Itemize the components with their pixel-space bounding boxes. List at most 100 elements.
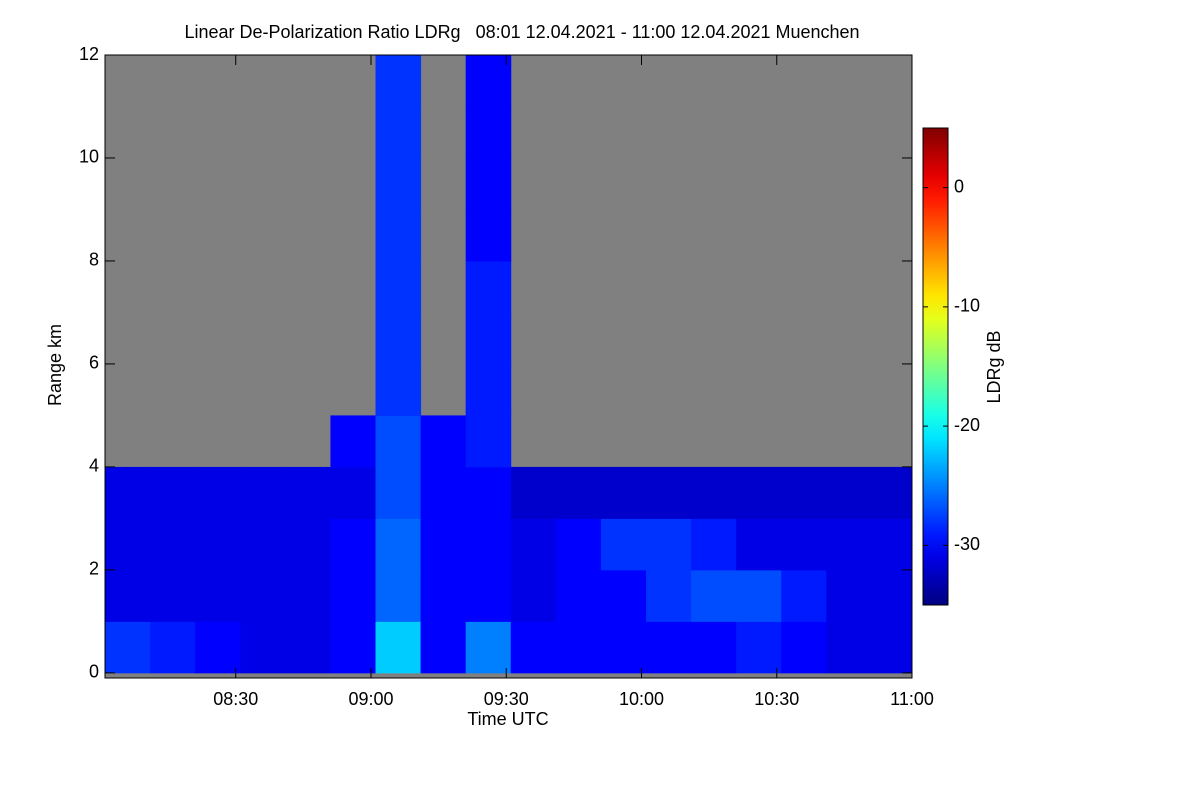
heatmap-cell xyxy=(555,569,602,622)
x-tick-label: 10:00 xyxy=(619,689,664,709)
colorbar-tick-label: -20 xyxy=(954,415,980,435)
heatmap-cell xyxy=(465,157,512,210)
heatmap-cell xyxy=(330,518,377,571)
heatmap-cell xyxy=(826,518,872,571)
heatmap-cell xyxy=(285,569,331,622)
heatmap-cell xyxy=(105,621,151,674)
heatmap-cell xyxy=(465,55,512,107)
axes: 08:30 09:00 09:30 10:00 10:30 11:00 0 2 4 6 8 10 12 0… xyxy=(79,44,980,709)
heatmap-cell xyxy=(420,518,467,571)
heatmap-cell xyxy=(465,466,512,519)
heatmap-cell xyxy=(420,466,467,519)
x-tick-label: 08:30 xyxy=(213,689,258,709)
heatmap-cell xyxy=(826,621,872,674)
heatmap-cell xyxy=(646,518,692,571)
y-tick-label: 12 xyxy=(79,44,99,64)
colorbar-label: LDRg dB xyxy=(984,330,1004,403)
heatmap-cell xyxy=(285,518,331,571)
heatmap-cell xyxy=(330,569,377,622)
colorbar-tick-label: -30 xyxy=(954,534,980,554)
y-tick-label: 2 xyxy=(89,559,99,579)
heatmap-cell xyxy=(781,621,827,674)
plot-area xyxy=(105,55,912,678)
heatmap-cell xyxy=(420,415,467,468)
heatmap-cell xyxy=(240,621,286,674)
heatmap-cell xyxy=(375,106,422,159)
heatmap-cell xyxy=(375,157,422,210)
heatmap-cell xyxy=(691,621,737,674)
heatmap-cell xyxy=(600,621,647,674)
heatmap-cell xyxy=(555,518,602,571)
colorbar-tick-label: 0 xyxy=(954,176,964,196)
heatmap-cell xyxy=(465,621,512,674)
y-tick-label: 10 xyxy=(79,147,99,167)
heatmap-cell xyxy=(736,569,782,622)
heatmap-cell xyxy=(105,518,151,571)
heatmap-cell xyxy=(285,621,331,674)
heatmap-cell xyxy=(240,518,286,571)
heatmap-cell xyxy=(691,518,737,571)
heatmap-cell xyxy=(150,569,196,622)
heatmap-cell xyxy=(465,415,512,468)
heatmap-cell xyxy=(330,621,377,674)
heatmap-cell xyxy=(600,466,647,519)
heatmap-cell xyxy=(646,466,692,519)
heatmap-cell xyxy=(871,621,912,674)
heatmap-cell xyxy=(150,466,196,519)
heatmap-cell xyxy=(240,569,286,622)
heatmap-cell xyxy=(195,569,241,622)
heatmap-cell xyxy=(375,55,422,107)
heatmap-cell xyxy=(285,466,331,519)
heatmap-cell xyxy=(375,621,422,674)
heatmap-cell xyxy=(781,466,827,519)
heatmap-cell xyxy=(330,466,377,519)
heatmap-cell xyxy=(375,209,422,262)
heatmap-cell xyxy=(465,518,512,571)
heatmap-cell xyxy=(781,518,827,571)
colorbar xyxy=(922,127,949,606)
heatmap-cell xyxy=(736,621,782,674)
heatmap-cell xyxy=(871,518,912,571)
heatmap-cell xyxy=(781,569,827,622)
heatmap-cell xyxy=(375,466,422,519)
heatmap-cell xyxy=(375,312,422,365)
colorbar-tick-label: -10 xyxy=(954,296,980,316)
heatmap-cell xyxy=(691,569,737,622)
heatmap-cell xyxy=(510,518,557,571)
heatmap-cell xyxy=(150,518,196,571)
heatmap-cell xyxy=(510,621,557,674)
heatmap-cell xyxy=(871,466,912,519)
x-axis-label: Time UTC xyxy=(467,709,548,729)
heatmap-cell xyxy=(375,260,422,313)
y-tick-label: 8 xyxy=(89,250,99,270)
heatmap-cell xyxy=(150,621,196,674)
heatmap-cell xyxy=(420,621,467,674)
x-tick-label: 10:30 xyxy=(754,689,799,709)
heatmap-cell xyxy=(465,260,512,313)
heatmap-cell xyxy=(600,518,647,571)
heatmap-cell xyxy=(826,466,872,519)
heatmap-cell xyxy=(375,415,422,468)
heatmap-cell xyxy=(510,569,557,622)
y-tick-label: 0 xyxy=(89,662,99,682)
heatmap-cell xyxy=(375,569,422,622)
heatmap-cell xyxy=(691,466,737,519)
y-tick-label: 6 xyxy=(89,353,99,373)
heatmap-cell xyxy=(465,312,512,365)
heatmap-cell xyxy=(736,518,782,571)
heatmap-cell xyxy=(330,415,377,468)
heatmap-cell xyxy=(600,569,647,622)
heatmap-cell xyxy=(465,569,512,622)
chart-title: Linear De-Polarization Ratio LDRg 08:01 … xyxy=(184,22,859,42)
x-tick-label: 11:00 xyxy=(890,689,934,709)
heatmap-cell xyxy=(375,518,422,571)
heatmap-cell xyxy=(105,466,151,519)
heatmap-cell xyxy=(871,569,912,622)
heatmap-cell xyxy=(555,466,602,519)
y-tick-label: 4 xyxy=(89,456,99,476)
heatmap-cell xyxy=(465,209,512,262)
heatmap-cell xyxy=(195,466,241,519)
x-tick-label: 09:00 xyxy=(348,689,393,709)
